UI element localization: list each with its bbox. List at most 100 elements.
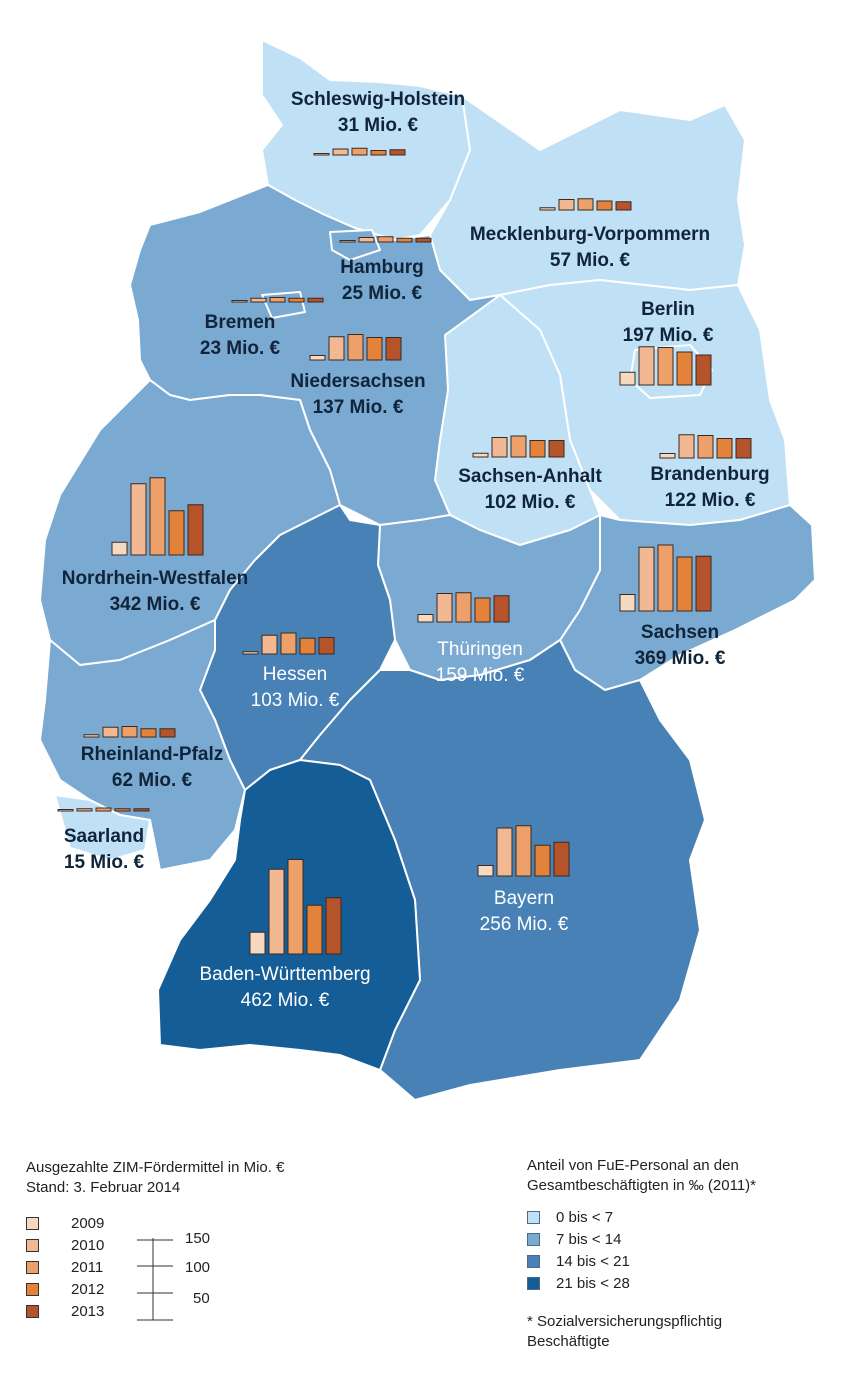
funding-bars-ni: [309, 334, 402, 361]
funding-bars-nw: [111, 477, 204, 556]
bar-bw-2013: [325, 897, 342, 955]
bar-nw-2013: [187, 504, 204, 556]
bar-mv-2009: [539, 207, 556, 211]
bar-rp-2012: [140, 728, 157, 738]
legend-class-2: 14 bis < 21: [527, 1250, 827, 1272]
funding-bars-hh: [339, 236, 432, 243]
bar-mv-2012: [596, 200, 613, 211]
funding-bars-sl: [57, 807, 150, 812]
bar-bb-2012: [716, 438, 733, 459]
bar-sn-2013: [695, 555, 712, 612]
bar-sh-2012: [370, 150, 387, 156]
bar-rp-2013: [159, 728, 176, 738]
legend-class-swatch: [527, 1210, 540, 1224]
bar-sh-2010: [332, 148, 349, 156]
funding-legend-title: Ausgezahlte ZIM-Fördermittel in Mio. €: [26, 1159, 285, 1176]
state-name-be: Berlin: [641, 299, 695, 320]
funding-bars-rp: [83, 726, 176, 738]
legend-year-2009: 2009: [26, 1212, 446, 1234]
legend-year-2012: 2012: [26, 1278, 446, 1300]
bar-hb-2011: [269, 297, 286, 303]
bar-hh-2012: [396, 237, 413, 243]
funding-bars-bb: [659, 434, 752, 459]
legend-class-label: 0 bis < 7: [556, 1208, 614, 1226]
scale-label-50: 50: [193, 1290, 210, 1307]
bar-he-2011: [280, 632, 297, 655]
state-amount-hh: 25 Mio. €: [342, 283, 423, 304]
legend-year-swatch: [26, 1238, 39, 1252]
legend-class-1: 7 bis < 14: [527, 1228, 827, 1250]
bar-sl-2010: [76, 808, 93, 812]
bar-sh-2011: [351, 147, 368, 156]
bar-hb-2010: [250, 297, 267, 303]
bar-nw-2012: [168, 510, 185, 556]
funding-bars-be: [619, 346, 712, 386]
state-name-bb: Brandenburg: [650, 464, 769, 485]
bar-st-2011: [510, 435, 527, 458]
bar-ni-2010: [328, 336, 345, 361]
bar-ni-2012: [366, 337, 383, 361]
bar-hh-2010: [358, 237, 375, 243]
bar-bw-2009: [249, 931, 266, 955]
state-amount-sh: 31 Mio. €: [338, 115, 419, 136]
bar-mv-2010: [558, 199, 575, 211]
state-name-sh: Schleswig-Holstein: [291, 89, 465, 110]
bar-nw-2010: [130, 483, 147, 556]
state-name-ni: Niedersachsen: [290, 371, 425, 392]
state-name-mv: Mecklenburg-Vorpommern: [470, 224, 710, 245]
bar-sn-2012: [676, 556, 693, 612]
bar-be-2009: [619, 371, 636, 386]
state-amount-ni: 137 Mio. €: [313, 397, 404, 418]
state-name-he: Hessen: [263, 664, 327, 685]
legend-year-swatch: [26, 1260, 39, 1274]
funding-bars-sn: [619, 544, 712, 612]
legend-year-swatch: [26, 1216, 39, 1230]
legend-year-2011: 2011: [26, 1256, 446, 1278]
legend-year-swatch: [26, 1282, 39, 1296]
legend-class-swatch: [527, 1254, 540, 1268]
legend-year-swatch: [26, 1304, 39, 1318]
bar-he-2012: [299, 637, 316, 655]
state-amount-hb: 23 Mio. €: [200, 338, 281, 359]
state-amount-sl: 15 Mio. €: [64, 852, 145, 873]
state-amount-nw: 342 Mio. €: [110, 594, 201, 615]
bar-mv-2011: [577, 198, 594, 211]
state-name-hb: Bremen: [205, 312, 276, 333]
bar-be-2012: [676, 351, 693, 386]
legend-class-3: 21 bis < 28: [527, 1272, 827, 1294]
bar-he-2010: [261, 634, 278, 655]
bar-be-2013: [695, 354, 712, 386]
share-footnote: * Sozialversicherungspflichtig Beschäfti…: [527, 1312, 827, 1352]
bar-th-2010: [436, 593, 453, 623]
bar-st-2012: [529, 440, 546, 458]
legend-year-2013: 2013: [26, 1300, 446, 1322]
bar-bw-2012: [306, 904, 323, 955]
bar-rp-2009: [83, 734, 100, 738]
bar-by-2013: [553, 841, 570, 877]
share-legend: Anteil von FuE-Personal an den Gesamtbes…: [527, 1156, 827, 1352]
bar-sn-2009: [619, 594, 636, 612]
legend-year-label: 2012: [71, 1280, 105, 1298]
bar-be-2010: [638, 346, 655, 386]
bar-hh-2011: [377, 236, 394, 243]
legend-year-label: 2010: [71, 1236, 105, 1254]
state-amount-rp: 62 Mio. €: [112, 770, 193, 791]
bar-bb-2013: [735, 438, 752, 459]
state-amount-be: 197 Mio. €: [623, 325, 714, 346]
state-name-hh: Hamburg: [340, 257, 423, 278]
bar-ni-2009: [309, 355, 326, 361]
state-amount-mv: 57 Mio. €: [550, 250, 631, 271]
bar-hb-2012: [288, 297, 305, 303]
bar-hh-2013: [415, 237, 432, 243]
bar-he-2013: [318, 637, 335, 655]
bar-sl-2011: [95, 807, 112, 812]
state-amount-he: 103 Mio. €: [251, 690, 340, 711]
state-amount-bw: 462 Mio. €: [241, 990, 330, 1011]
bar-sh-2009: [313, 153, 330, 156]
state-name-rp: Rheinland-Pfalz: [81, 744, 224, 765]
bar-hb-2013: [307, 297, 324, 303]
scale-label-100: 100: [185, 1259, 211, 1276]
bar-sh-2013: [389, 149, 406, 156]
share-legend-subtitle: Gesamtbeschäftigten in ‰ (2011)*: [527, 1177, 757, 1194]
bar-mv-2013: [615, 201, 632, 211]
